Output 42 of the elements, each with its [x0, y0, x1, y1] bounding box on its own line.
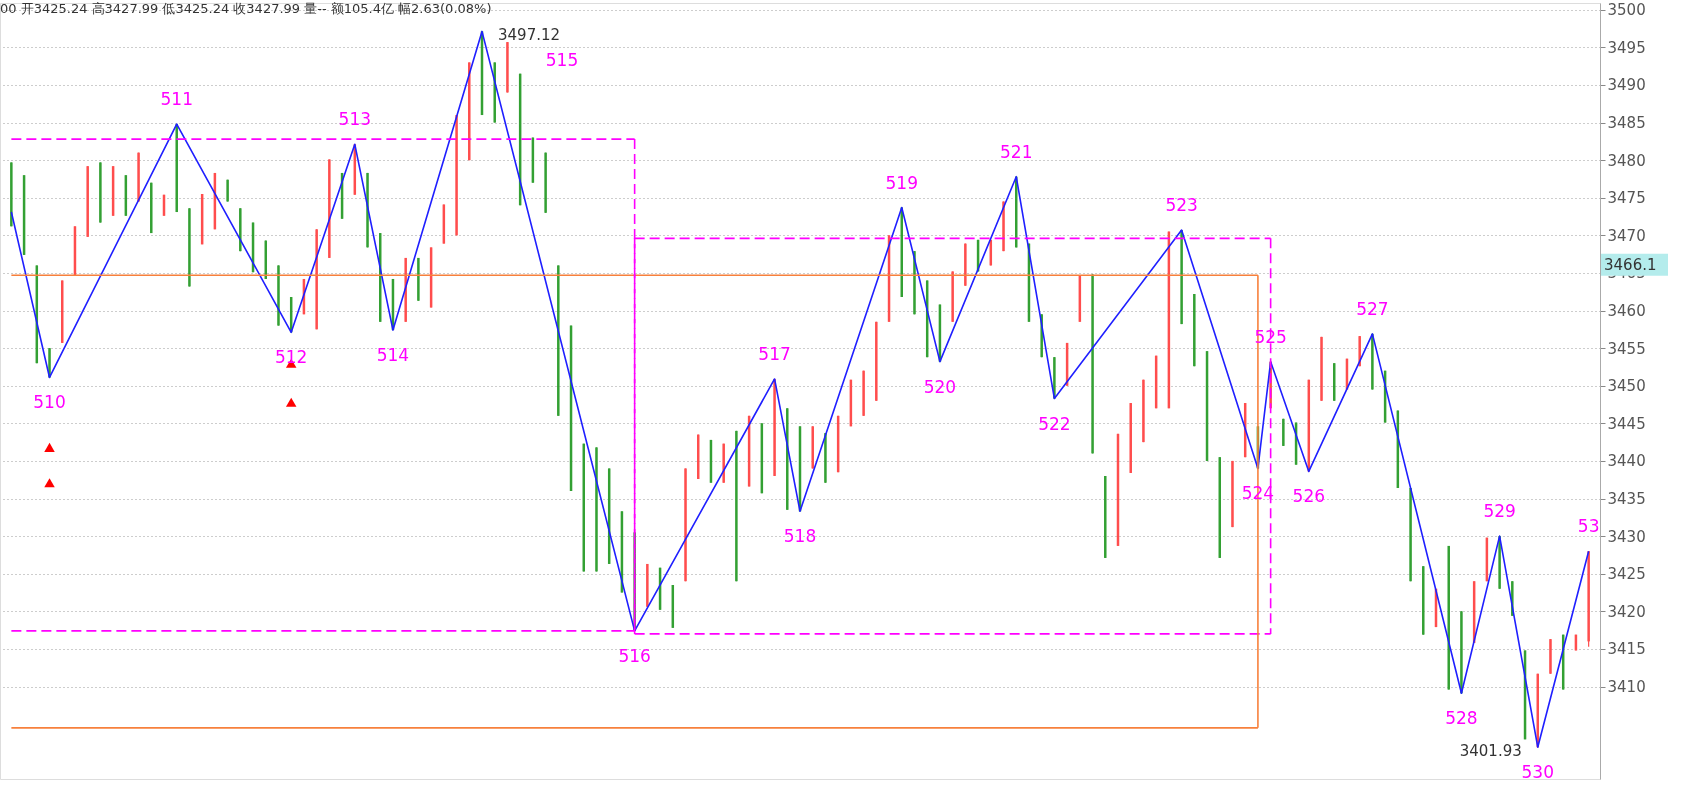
y-tick-label: 3425: [1607, 565, 1646, 584]
y-tick-label: 3420: [1607, 602, 1646, 621]
annotation: 520: [923, 376, 957, 397]
annotation: 511: [160, 89, 193, 110]
annotation: 522: [1038, 413, 1071, 434]
annotation: 521: [1000, 141, 1033, 162]
annotation: 529: [1483, 501, 1516, 522]
annotation: 516: [618, 645, 651, 666]
annotation: 526: [1292, 486, 1326, 507]
y-tick-label: 3475: [1607, 189, 1646, 208]
y-tick-label: 3500: [1607, 1, 1646, 20]
y-tick-label: 3460: [1607, 302, 1646, 321]
y-tick-label: 3440: [1607, 452, 1646, 471]
y-tick-label: 3435: [1607, 490, 1646, 509]
y-tick-label: 3450: [1607, 377, 1646, 396]
ref-line-label: 3466.1: [1604, 255, 1657, 274]
annotation: 515: [545, 50, 579, 71]
annotation: 527: [1356, 298, 1389, 319]
annotation: 3497.12: [498, 26, 561, 45]
annotation: 513: [338, 109, 372, 130]
y-tick-label: 3485: [1607, 114, 1646, 133]
annotation: 53: [1577, 516, 1600, 537]
annotation: 523: [1165, 195, 1198, 216]
y-tick-label: 3415: [1607, 640, 1646, 659]
annotation: 510: [33, 392, 66, 413]
annotation: 3401.93: [1459, 742, 1522, 761]
chart-title: 00 开3425.24 高3427.99 低3425.24 收3427.99 量-- 额105.4亿 幅2.63(0.08%): [0, 1, 492, 16]
y-tick-label: 3470: [1607, 226, 1646, 245]
y-tick-label: 3455: [1607, 339, 1646, 358]
y-tick-label: 3490: [1607, 76, 1646, 95]
annotation: 517: [758, 343, 791, 364]
annotation: 528: [1445, 708, 1478, 729]
annotation: 518: [783, 526, 817, 547]
y-tick-label: 3445: [1607, 414, 1646, 433]
y-tick-label: 3495: [1607, 38, 1646, 57]
y-tick-label: 3480: [1607, 151, 1646, 170]
y-tick-label: 3430: [1607, 527, 1646, 546]
annotation: 514: [376, 345, 410, 366]
annotation: 530: [1521, 762, 1554, 783]
y-tick-label: 3410: [1607, 678, 1646, 697]
annotation: 519: [885, 172, 918, 193]
annotation: 512: [274, 347, 308, 368]
